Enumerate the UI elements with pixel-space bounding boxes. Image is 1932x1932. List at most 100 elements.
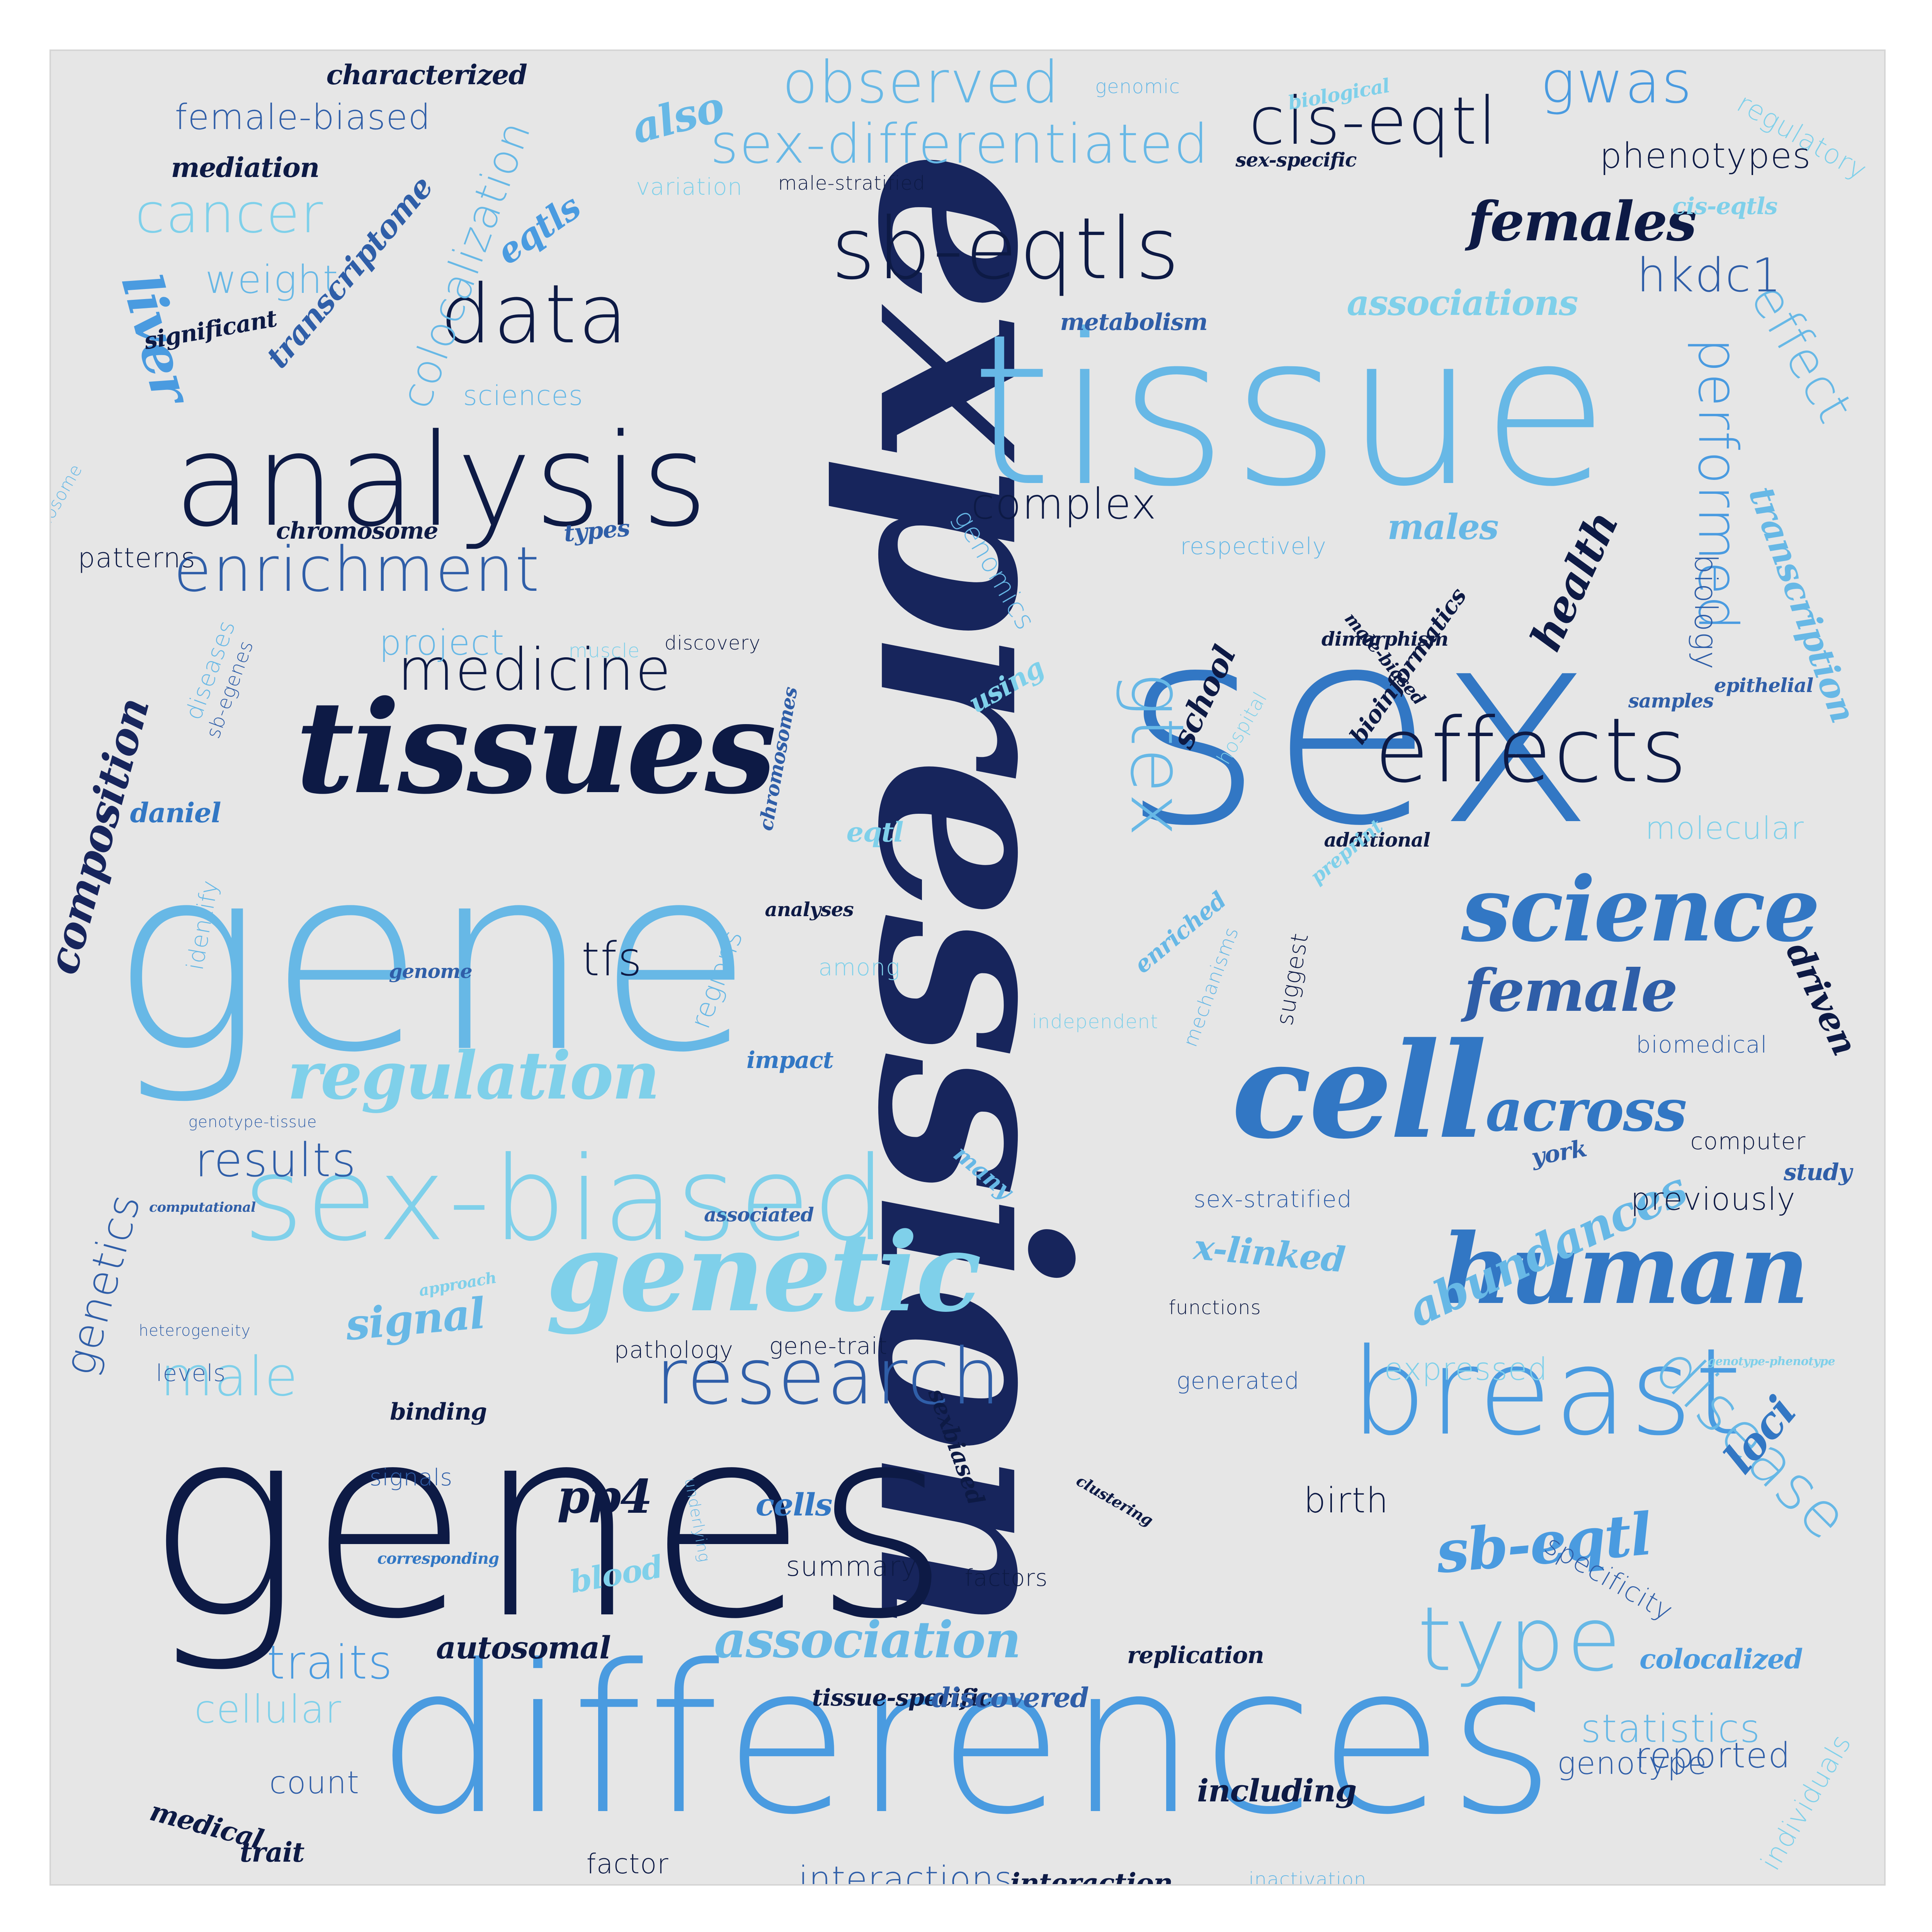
word-signals: signals xyxy=(369,1464,453,1491)
word-interactions: interactions xyxy=(798,1859,1013,1886)
word-computer: computer xyxy=(1690,1128,1806,1155)
word-association: association xyxy=(714,1610,1021,1669)
word-interaction: interaction xyxy=(1010,1867,1173,1886)
word-male-stratified: male-stratified xyxy=(778,172,925,194)
word-previously: previously xyxy=(1631,1181,1796,1217)
word-expressed: expressed xyxy=(1384,1351,1548,1387)
word-hkdc1: hkdc1 xyxy=(1637,249,1782,303)
word-genotype: genotype xyxy=(1557,1745,1708,1781)
word-generated: generated xyxy=(1176,1367,1300,1395)
word-count: count xyxy=(269,1765,360,1801)
word-biology: biology xyxy=(1687,554,1724,670)
word-corresponding: corresponding xyxy=(377,1549,500,1568)
word-sciences: sciences xyxy=(463,380,583,412)
word-binding: binding xyxy=(390,1398,487,1425)
word-autosomal: autosomal xyxy=(436,1629,611,1666)
word-sex-specific: sex-specific xyxy=(1235,148,1357,171)
word-enrichment: enrichment xyxy=(173,533,541,605)
word-genome: genome xyxy=(389,960,473,983)
word-tfs: tfs xyxy=(581,933,643,986)
word-genes: genes xyxy=(145,1371,956,1677)
word-epithelial: epithelial xyxy=(1714,674,1813,697)
word-factors: factors xyxy=(964,1565,1048,1592)
word-genetic: genetic xyxy=(546,1209,982,1336)
word-driven: driven xyxy=(1777,935,1866,1061)
word-signal: signal xyxy=(344,1288,487,1350)
word-regulation: regulation xyxy=(287,1037,660,1114)
word-analysis: analysis xyxy=(173,406,711,555)
word-male: male xyxy=(160,1345,299,1408)
word-computational: computational xyxy=(149,1199,256,1215)
word-pathology: pathology xyxy=(614,1337,734,1364)
word-respectively: respectively xyxy=(1180,533,1327,560)
word-associations: associations xyxy=(1347,282,1578,323)
word-daniel: daniel xyxy=(130,797,221,829)
word-trait: trait xyxy=(240,1836,305,1868)
word-characterized: characterized xyxy=(326,59,528,91)
word-among: among xyxy=(818,954,900,981)
word-associated: associated xyxy=(704,1203,814,1226)
word-mediation: mediation xyxy=(171,151,320,184)
word-statistics: statistics xyxy=(1581,1706,1761,1751)
word-cancer: cancer xyxy=(135,182,324,245)
word-reported: reported xyxy=(1636,1735,1791,1776)
word-cis-eqtl: cis-eqtl xyxy=(1249,83,1498,160)
word-gene-trait: gene-trait xyxy=(769,1333,888,1360)
word-genotype-phenotype: genotype-phenotype xyxy=(1708,1355,1835,1368)
word-cells: cells xyxy=(755,1486,833,1523)
word-medicine: medicine xyxy=(397,636,672,704)
word-impact: impact xyxy=(747,1047,833,1074)
word-metabolism: metabolism xyxy=(1060,309,1208,336)
word-x-linked: x-linked xyxy=(1192,1226,1346,1281)
word-eqtl: eqtl xyxy=(846,816,904,848)
word-heterogeneity: heterogeneity xyxy=(139,1322,251,1340)
word-males: males xyxy=(1387,507,1499,548)
word-sex-stratified: sex-stratified xyxy=(1194,1186,1352,1213)
word-genotype-tissue: genotype-tissue xyxy=(188,1113,317,1131)
word-tissue-specific: tissue-specific xyxy=(812,1684,992,1711)
word-females: females xyxy=(1468,190,1697,253)
word-types: types xyxy=(562,514,631,548)
word-cell: cell xyxy=(1231,1014,1487,1168)
word-traits: traits xyxy=(267,1636,393,1690)
word-project: project xyxy=(379,622,505,663)
word-type: type xyxy=(1417,1588,1623,1691)
word-functions: functions xyxy=(1168,1296,1261,1319)
word-dimorphism: dimorphism xyxy=(1321,628,1449,650)
word-biomedical: biomedical xyxy=(1636,1031,1768,1058)
word-cloud: expression genes gene differences tissue sex t… xyxy=(49,49,1886,1886)
word-medical: medical xyxy=(146,1794,267,1856)
word-weight: weight xyxy=(205,257,339,302)
word-independent: independent xyxy=(1032,1010,1158,1033)
word-effects: effects xyxy=(1374,699,1689,803)
word-sex: sex xyxy=(1122,570,1601,885)
word-discovered: discovered xyxy=(932,1682,1089,1714)
word-phenotypes: phenotypes xyxy=(1600,136,1811,176)
word-differences: differences xyxy=(376,1621,1559,1859)
word-pp4: pp4 xyxy=(557,1469,653,1524)
word-colocalized: colocalized xyxy=(1639,1643,1803,1675)
word-sb-eqtls: sb-eqtls xyxy=(831,199,1181,298)
word-across: across xyxy=(1485,1077,1687,1145)
word-sex-biased: sex-biased xyxy=(243,1132,889,1267)
word-variation: variation xyxy=(636,173,743,201)
word-gwas: gwas xyxy=(1540,49,1693,116)
word-birth: birth xyxy=(1304,1480,1389,1521)
word-study: study xyxy=(1784,1159,1852,1186)
word-research: research xyxy=(655,1332,1002,1422)
word-patterns: patterns xyxy=(78,542,196,574)
word-genetics: genetics xyxy=(54,1188,150,1381)
word-including: including xyxy=(1197,1772,1357,1809)
word-female: female xyxy=(1464,957,1678,1025)
word-analyses: analyses xyxy=(765,898,854,921)
word-chromosome: chromosome xyxy=(276,517,439,544)
word-gene: gene xyxy=(110,811,759,1108)
word-human: human xyxy=(1441,1212,1810,1326)
word-additional: additional xyxy=(1324,828,1430,851)
word-summary: summary xyxy=(786,1551,918,1582)
word-samples: samples xyxy=(1628,689,1714,712)
word-muscle: muscle xyxy=(568,639,640,662)
word-female-biased: female-biased xyxy=(175,97,431,138)
word-observed: observed xyxy=(782,49,1060,116)
word-replication: replication xyxy=(1127,1642,1264,1669)
